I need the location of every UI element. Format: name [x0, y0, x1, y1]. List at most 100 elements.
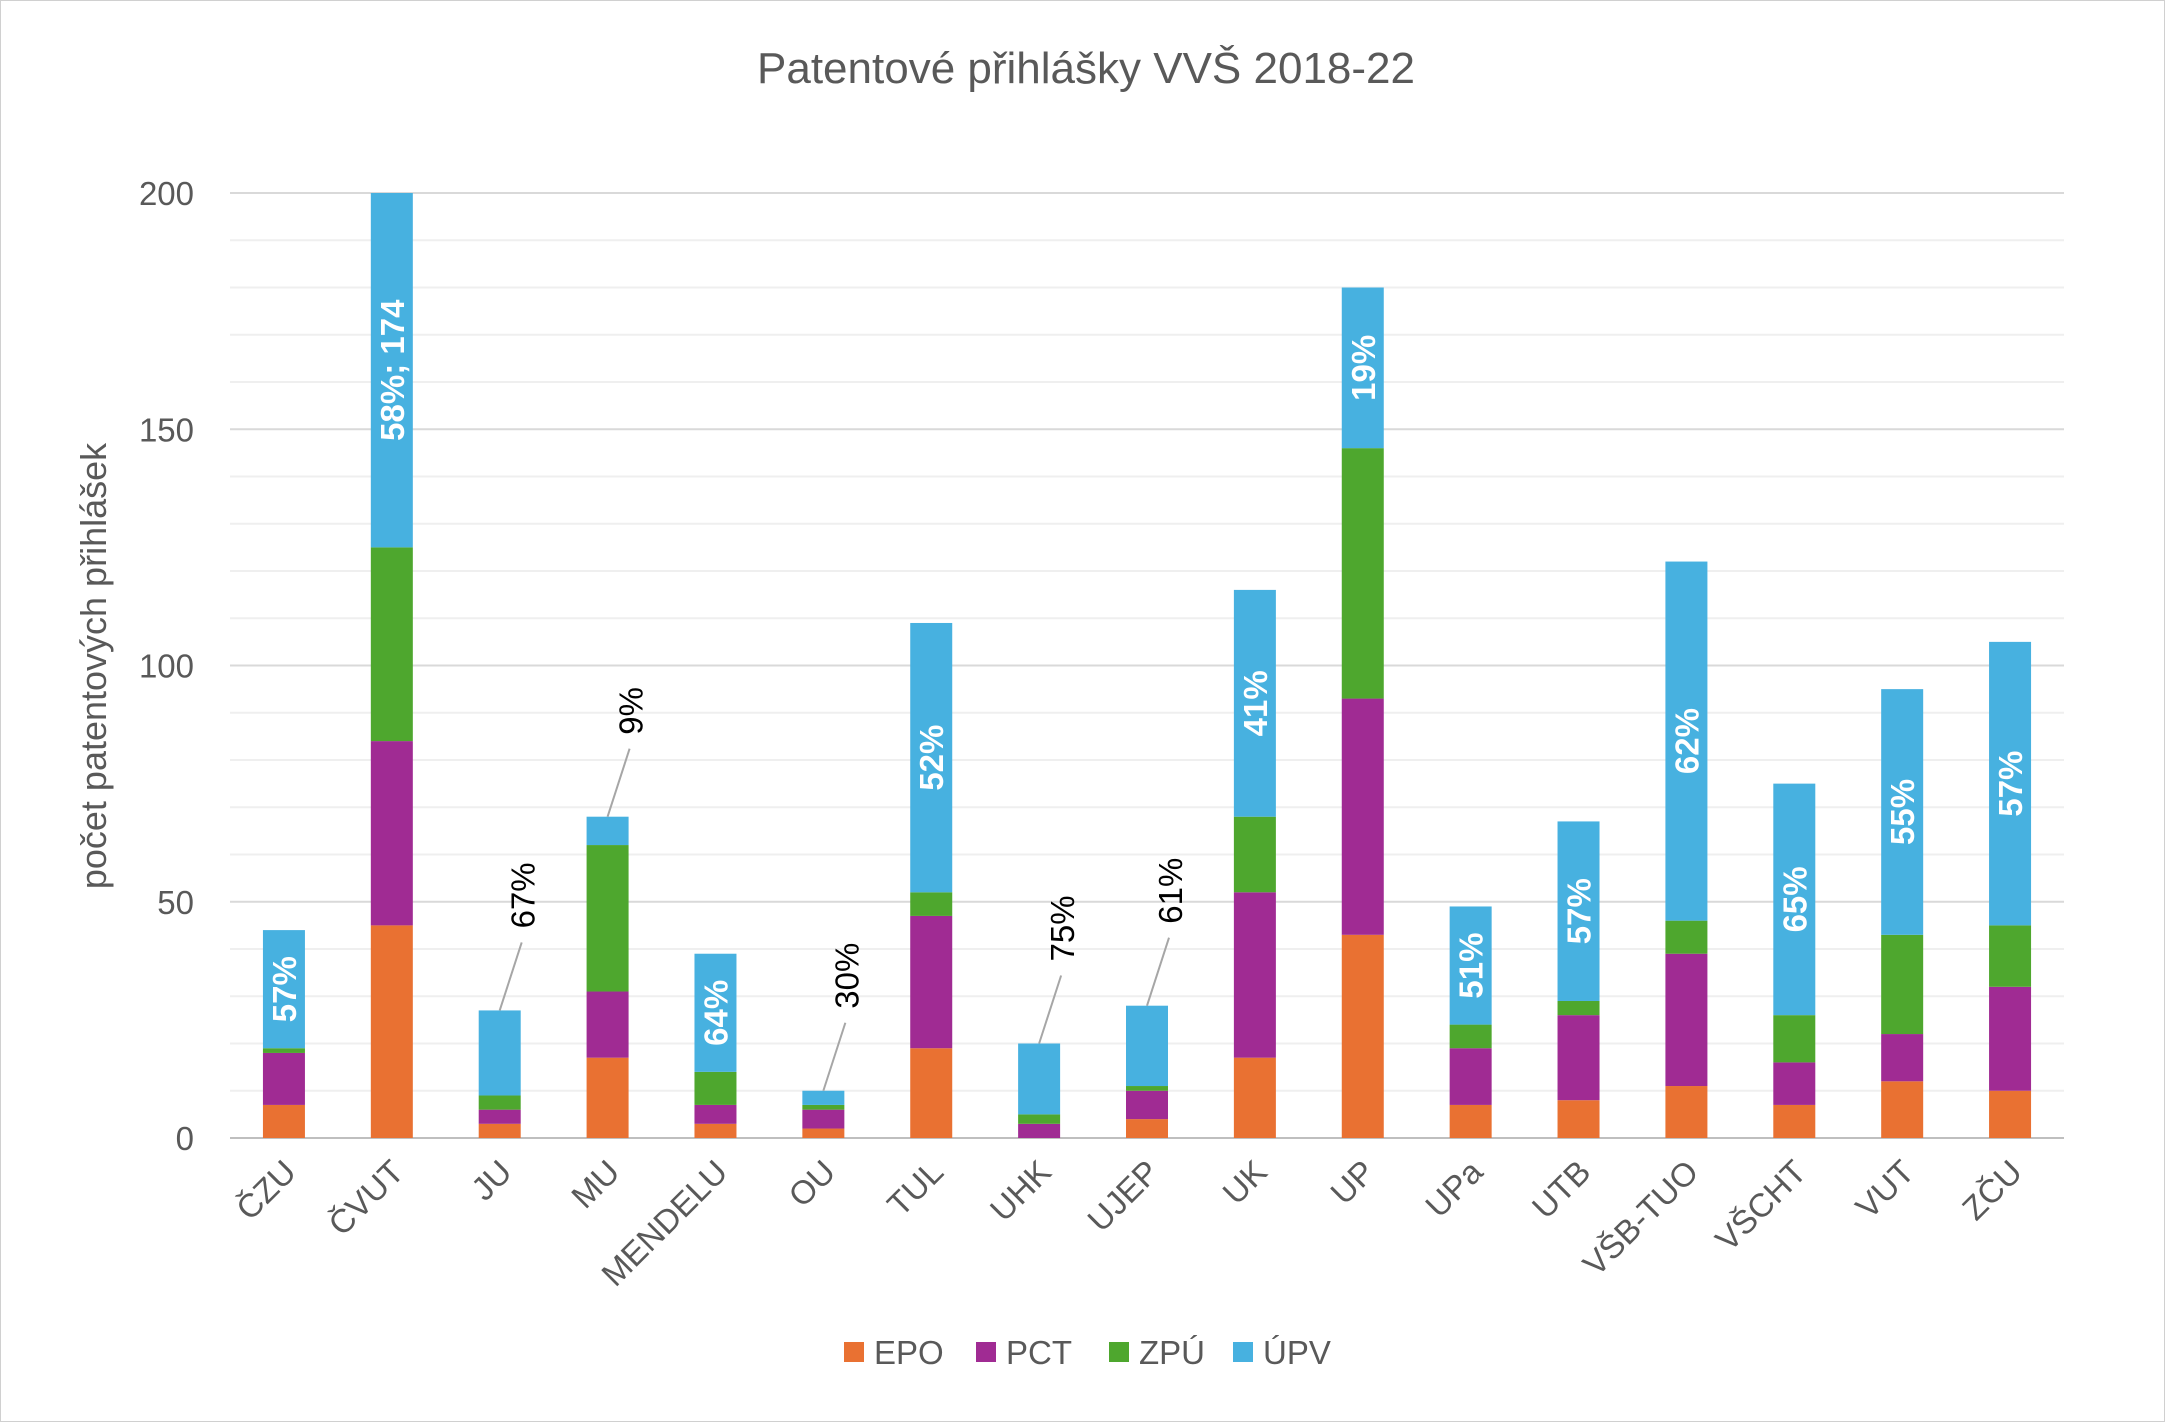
bar-segment-zpú: [587, 845, 629, 991]
x-tick-label: VŠCHT: [1708, 1153, 1813, 1258]
data-label: 19%: [1345, 335, 1382, 401]
bar-segment-zpú: [1018, 1114, 1060, 1123]
x-tick-label: UPa: [1418, 1152, 1490, 1224]
bar-segment-zpú: [1558, 1001, 1600, 1015]
bar-segment-epo: [371, 925, 413, 1138]
bar-segment-pct: [371, 741, 413, 925]
bar-segment-úpv: [1126, 1006, 1168, 1086]
data-label: 57%: [1561, 878, 1598, 944]
bar-segment-zpú: [1881, 935, 1923, 1034]
data-label: 62%: [1668, 708, 1705, 774]
bar-segment-zpú: [263, 1048, 305, 1053]
bar-segment-epo: [479, 1124, 521, 1138]
bar-segment-epo: [910, 1048, 952, 1138]
bar-segment-pct: [1018, 1124, 1060, 1138]
bar-segment-epo: [587, 1058, 629, 1138]
data-label: 64%: [697, 980, 734, 1046]
data-label: 55%: [1884, 779, 1921, 845]
bar-segment-pct: [479, 1110, 521, 1124]
x-tick-label: UJEP: [1080, 1153, 1166, 1239]
bar-segment-zpú: [694, 1072, 736, 1105]
bar-segment-pct: [1989, 987, 2031, 1091]
data-label-leader-line: [823, 1023, 845, 1091]
legend-label: PCT: [1006, 1334, 1072, 1371]
data-label: 67%: [505, 862, 542, 928]
bar-segment-epo: [694, 1124, 736, 1138]
data-label: 41%: [1237, 670, 1274, 736]
bar-segment-epo: [1989, 1091, 2031, 1138]
bar-segment-zpú: [1989, 925, 2031, 986]
bar-segment-epo: [1773, 1105, 1815, 1138]
x-tick-label: UP: [1323, 1153, 1382, 1212]
bar-segment-pct: [1342, 699, 1384, 935]
bar-segment-pct: [263, 1053, 305, 1105]
bar-segment-úpv: [802, 1091, 844, 1105]
bar-segment-pct: [1665, 954, 1707, 1086]
x-tick-label: UHK: [983, 1153, 1058, 1228]
x-tick-label: MU: [564, 1153, 626, 1215]
x-tick-label: OU: [781, 1153, 842, 1214]
bar-segment-zpú: [1126, 1086, 1168, 1091]
bar-segment-pct: [587, 992, 629, 1058]
bar-segment-zpú: [802, 1105, 844, 1110]
legend-label: ZPÚ: [1139, 1334, 1205, 1371]
bar-segment-pct: [1126, 1091, 1168, 1119]
bar-segment-epo: [802, 1129, 844, 1138]
legend-swatch-pct: [976, 1342, 996, 1362]
x-tick-label: UK: [1215, 1153, 1274, 1212]
bar-segment-epo: [1234, 1058, 1276, 1138]
data-label: 51%: [1453, 933, 1490, 999]
bar-segment-zpú: [1665, 921, 1707, 954]
chart-title: Patentové přihlášky VVŠ 2018-22: [757, 43, 1415, 93]
bar-segment-zpú: [479, 1095, 521, 1109]
legend-label: EPO: [874, 1334, 944, 1371]
data-label: 58%; 174: [374, 299, 411, 441]
y-axis-label: počet patentových přihlášek: [73, 442, 114, 889]
data-label: 9%: [613, 687, 650, 735]
data-label-leader-line: [500, 942, 522, 1010]
bar-segment-zpú: [1450, 1025, 1492, 1049]
x-tick-label: ZČU: [1955, 1153, 2029, 1227]
bar-segment-úpv: [1018, 1044, 1060, 1115]
bar-segment-pct: [1773, 1062, 1815, 1105]
bar-segment-epo: [1126, 1119, 1168, 1138]
bar-segment-zpú: [910, 892, 952, 916]
bar-segment-pct: [910, 916, 952, 1048]
x-tick-label: UTB: [1525, 1153, 1598, 1226]
y-tick-label: 200: [139, 175, 194, 212]
x-tick-label: JU: [464, 1153, 519, 1208]
y-tick-label: 100: [139, 648, 194, 685]
bar-segment-epo: [1342, 935, 1384, 1138]
bar-segment-epo: [1450, 1105, 1492, 1138]
data-label: 75%: [1044, 895, 1081, 961]
bar-segment-zpú: [371, 547, 413, 741]
x-tick-label: VUT: [1848, 1153, 1921, 1226]
data-label-leader-line: [1039, 976, 1061, 1044]
bar-segment-pct: [1558, 1015, 1600, 1100]
bar-segment-pct: [802, 1110, 844, 1129]
data-label: 65%: [1776, 866, 1813, 932]
y-tick-label: 0: [176, 1120, 194, 1157]
data-label: 57%: [266, 956, 303, 1022]
bar-segment-epo: [1558, 1100, 1600, 1138]
x-tick-label: VŠB-TUO: [1575, 1153, 1705, 1283]
legend-swatch-epo: [844, 1342, 864, 1362]
x-tick-label: ČZU: [229, 1153, 303, 1227]
bar-segment-epo: [1665, 1086, 1707, 1138]
bar-segment-zpú: [1342, 448, 1384, 698]
y-tick-label: 150: [139, 411, 194, 448]
bar-segment-pct: [1450, 1048, 1492, 1105]
bar-segment-úpv: [479, 1010, 521, 1095]
data-label: 52%: [913, 725, 950, 791]
y-tick-label: 50: [157, 884, 194, 921]
data-label: 30%: [828, 943, 865, 1009]
bar-segment-epo: [1881, 1081, 1923, 1138]
legend-label: ÚPV: [1263, 1334, 1331, 1371]
bar-segment-pct: [1234, 892, 1276, 1057]
data-label: 61%: [1152, 858, 1189, 924]
legend-swatch-zpú: [1109, 1342, 1129, 1362]
bar-segment-epo: [263, 1105, 305, 1138]
bar-segment-zpú: [1773, 1015, 1815, 1062]
bar-segment-zpú: [1234, 817, 1276, 893]
